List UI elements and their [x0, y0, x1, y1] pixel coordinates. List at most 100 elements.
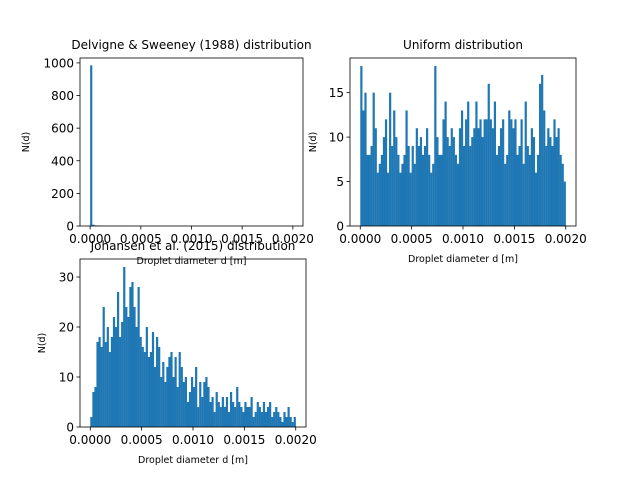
histogram-bar: [151, 332, 155, 427]
panel-delvigne-sweeney: Delvigne & Sweeney (1988) distribution N…: [21, 38, 314, 267]
x-tick-label: 0.0015: [493, 232, 535, 246]
histogram-bar: [508, 110, 511, 226]
histogram-bar: [495, 154, 499, 226]
histogram-bar: [160, 377, 163, 427]
histogram-bar: [98, 337, 101, 427]
histogram-bar: [203, 382, 206, 427]
x-axis-label: Droplet diameter d [m]: [138, 455, 248, 466]
histogram-bar: [273, 412, 276, 427]
histogram-bar: [293, 417, 296, 427]
x-tick-label: 0.0015: [223, 433, 265, 447]
histogram-bar: [493, 101, 497, 226]
histogram-bar: [100, 347, 103, 427]
histogram-bar: [112, 317, 116, 427]
histogram-bar: [485, 119, 488, 226]
histogram-bar: [217, 402, 220, 427]
histogram-bar: [147, 357, 151, 427]
histogram-bar: [469, 146, 472, 226]
histogram-bar: [491, 128, 494, 226]
histogram-bar: [514, 119, 517, 226]
histogram-bar: [520, 119, 523, 226]
histogram-bar: [129, 287, 132, 427]
histogram-bar: [432, 163, 435, 226]
histogram-bar: [156, 337, 159, 427]
histogram-bar: [463, 146, 466, 226]
histogram-bar: [465, 119, 468, 226]
histogram-bar: [374, 128, 377, 226]
histogram-bar: [411, 146, 414, 226]
histogram-bar: [539, 83, 542, 227]
histogram-bar: [180, 367, 183, 427]
histogram-bar: [285, 417, 288, 427]
x-tick-label: 0.0000: [69, 433, 111, 447]
histogram-bar: [254, 412, 257, 427]
histogram-bar: [421, 154, 425, 226]
histogram-bar: [551, 146, 554, 226]
histogram-bar: [440, 154, 443, 226]
histogram-bar: [438, 154, 441, 226]
panel-title: Johansen et al. (2015) distribution: [90, 239, 296, 253]
histogram-bar: [90, 65, 93, 226]
x-axis-label: Droplet diameter d [m]: [408, 254, 518, 265]
histogram-bar: [530, 128, 534, 226]
y-axis-label: N(d): [308, 132, 319, 153]
histogram-bar: [534, 172, 538, 226]
histogram-bar: [545, 146, 548, 226]
histogram-bar: [378, 163, 381, 226]
histogram-bar: [164, 382, 167, 427]
histogram-bar: [526, 146, 529, 226]
histogram-bar: [168, 357, 171, 427]
histogram-bar: [549, 137, 552, 226]
histogram-bar: [405, 110, 408, 226]
histogram-bar: [145, 327, 148, 427]
histogram-bar: [283, 412, 286, 427]
panel-johansen: Johansen et al. (2015) distribution N(d)…: [37, 239, 317, 466]
x-tick-label: 0.0010: [171, 232, 213, 246]
histogram-bar: [242, 412, 245, 427]
histogram-bar: [279, 417, 282, 427]
histogram-bar: [563, 181, 566, 226]
histogram-bar: [430, 172, 433, 226]
x-tick-label: 0.0020: [275, 433, 317, 447]
histogram-bar: [252, 417, 255, 427]
y-tick-label: 30: [59, 271, 74, 285]
histogram-bar: [240, 407, 243, 427]
panel-title: Uniform distribution: [403, 38, 523, 52]
histogram-bar: [141, 347, 144, 427]
histogram-bar: [389, 92, 392, 227]
histogram-bar: [454, 154, 457, 226]
histogram-bar: [543, 110, 546, 226]
histogram-bar: [266, 407, 270, 427]
histogram-bar: [473, 128, 476, 226]
y-tick-label: 15: [329, 86, 344, 100]
histogram-bar: [413, 163, 416, 226]
histogram-bar: [460, 110, 464, 226]
histogram-bar: [127, 317, 130, 427]
histogram-bar: [417, 146, 421, 226]
y-tick-label: 800: [51, 89, 74, 103]
histogram-bar: [384, 119, 388, 226]
histogram-bar: [434, 66, 437, 226]
histogram-bar: [131, 282, 134, 427]
histogram-bar: [195, 367, 198, 427]
histogram-bar: [499, 128, 503, 226]
histogram-bar: [395, 137, 398, 226]
histogram-bar: [366, 154, 369, 226]
histogram-bar: [121, 322, 124, 427]
histogram-bar: [397, 154, 400, 226]
histogram-bar: [557, 128, 560, 226]
histogram-bar: [516, 154, 519, 226]
axes-frame: [79, 258, 307, 428]
histogram-bar: [518, 146, 521, 226]
x-tick-label: 0.0005: [120, 232, 162, 246]
histogram-bar: [372, 92, 375, 227]
axes-frame: [79, 57, 304, 227]
histogram-bar: [244, 402, 247, 427]
histogram-bar: [471, 137, 474, 226]
histogram-bar: [139, 337, 142, 427]
histogram-bar: [407, 146, 410, 226]
x-tick-label: 0.0000: [69, 232, 111, 246]
y-tick-label: 5: [336, 175, 344, 189]
histogram-bar: [232, 402, 235, 427]
